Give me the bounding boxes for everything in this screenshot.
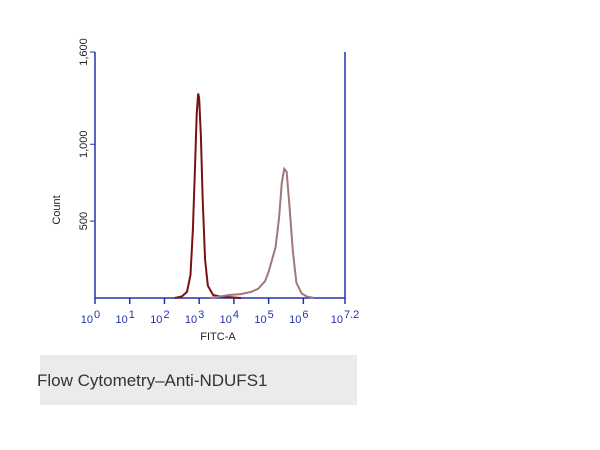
x-tick-exponent: 7.2 (344, 309, 359, 321)
caption-box: Flow Cytometry–Anti-NDUFS1 (37, 355, 357, 405)
x-tick-base: 10 (220, 314, 232, 326)
x-tick-label: 10 6 (289, 309, 308, 326)
y-axis-label: Count (51, 195, 63, 224)
x-tick-exponent: 5 (268, 309, 274, 321)
x-tick-base: 10 (331, 314, 343, 326)
x-tick-label: 10 5 (254, 309, 273, 326)
x-tick-label: 10 7.2 (331, 309, 360, 326)
histogram-curve (174, 93, 241, 299)
x-tick-label: 10 4 (220, 309, 239, 326)
x-tick-base: 10 (254, 314, 266, 326)
x-tick-exponent: 0 (94, 309, 100, 321)
x-tick-base: 10 (289, 314, 301, 326)
x-tick-exponent: 4 (233, 309, 239, 321)
x-tick-base: 10 (150, 314, 162, 326)
histogram-curve (209, 166, 314, 299)
x-tick-exponent: 6 (302, 309, 308, 321)
y-tick-label: 1,600 (78, 38, 90, 66)
x-tick-label: 10 0 (81, 309, 100, 326)
y-tick-label: 500 (78, 212, 90, 230)
x-tick-exponent: 3 (198, 309, 204, 321)
y-tick-label: 1,000 (78, 130, 90, 158)
x-tick-exponent: 1 (129, 309, 135, 321)
x-tick-base: 10 (185, 314, 197, 326)
caption: Flow Cytometry–Anti-NDUFS1 (37, 371, 268, 390)
x-tick-base: 10 (115, 314, 127, 326)
x-tick-label: 10 3 (185, 309, 204, 326)
x-tick-label: 10 2 (150, 309, 169, 326)
x-axis-label: FITC-A (200, 331, 236, 343)
x-tick-label: 10 1 (115, 309, 134, 326)
x-tick-base: 10 (81, 314, 93, 326)
x-tick-exponent: 2 (163, 309, 169, 321)
